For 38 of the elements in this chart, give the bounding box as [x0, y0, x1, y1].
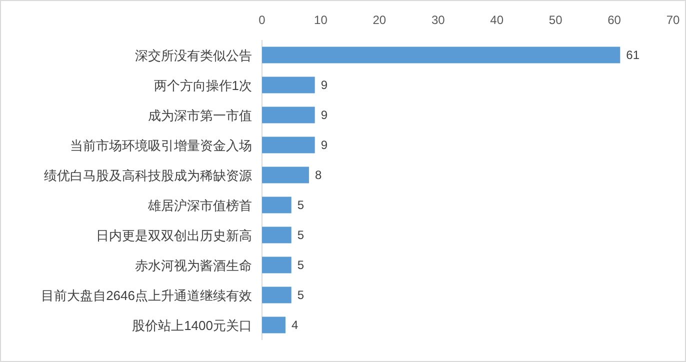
x-tick-label: 70 [666, 13, 680, 27]
y-tick-label: 日内更是双双创出历史新高 [96, 228, 252, 243]
bar [262, 46, 620, 64]
x-tick-label: 60 [608, 13, 622, 27]
y-tick-label: 当前市场环境吸引增量资金入场 [70, 138, 252, 153]
y-tick-label: 深交所没有类似公告 [135, 48, 252, 63]
y-tick-label: 赤水河视为酱酒生命 [135, 258, 252, 273]
x-tick-label: 40 [490, 13, 504, 27]
data-label: 9 [320, 138, 328, 152]
data-label: 9 [320, 78, 328, 92]
bar [262, 226, 292, 244]
bar [262, 76, 315, 94]
bar [262, 166, 309, 184]
y-tick-label: 绩优白马股及高科技股成为稀缺资源 [44, 168, 252, 183]
y-tick-label: 两个方向操作1次 [154, 78, 252, 93]
data-label: 9 [320, 108, 328, 122]
data-label: 8 [314, 168, 322, 182]
x-tick-label: 10 [314, 13, 328, 27]
data-label: 5 [297, 198, 304, 212]
y-tick-label: 雄居沪深市值榜首 [147, 198, 252, 213]
x-tick-label: 0 [258, 13, 266, 27]
data-label: 4 [291, 318, 298, 332]
bar [262, 106, 315, 124]
bar [262, 136, 315, 154]
y-tick-label: 目前大盘自2646点上升通道继续有效 [41, 288, 252, 303]
x-tick-label: 30 [431, 13, 446, 27]
bar [262, 256, 292, 274]
bar [262, 316, 286, 334]
bar [262, 196, 292, 214]
y-tick-label: 成为深市第一市值 [148, 108, 252, 123]
x-tick-label: 20 [372, 13, 386, 27]
y-tick-label: 股价站上1400元关口 [132, 318, 252, 333]
data-label: 61 [626, 48, 640, 62]
data-label: 5 [297, 288, 304, 302]
data-label: 5 [297, 258, 304, 272]
data-label: 5 [297, 228, 304, 242]
bar [262, 286, 292, 304]
x-tick-label: 50 [548, 13, 563, 27]
